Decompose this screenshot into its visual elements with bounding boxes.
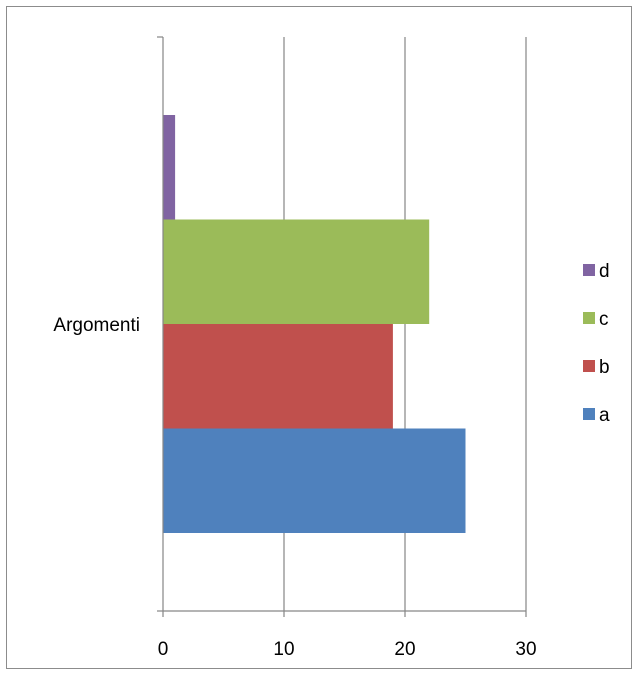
- bar-c: [163, 219, 430, 324]
- legend: d c b a: [583, 261, 610, 426]
- x-tick-label: 30: [515, 639, 536, 660]
- legend-swatch: [583, 408, 595, 420]
- legend-item-d: d: [583, 261, 610, 282]
- legend-label: b: [599, 357, 610, 378]
- legend-label: d: [599, 261, 610, 282]
- x-tick-label: 0: [158, 639, 169, 660]
- axes: 0 10 20 30 Argomenti: [53, 36, 537, 660]
- legend-label: c: [599, 309, 609, 330]
- x-tick-label: 10: [273, 639, 294, 660]
- bars: [163, 115, 466, 533]
- bar-d: [163, 115, 176, 220]
- legend-item-b: b: [583, 357, 610, 378]
- legend-item-c: c: [583, 309, 609, 330]
- legend-swatch: [583, 312, 595, 324]
- legend-swatch: [583, 360, 595, 372]
- x-tick-label: 20: [394, 639, 415, 660]
- legend-label: a: [599, 405, 610, 426]
- y-category-label: Argomenti: [53, 315, 140, 336]
- bar-b: [163, 324, 393, 429]
- bar-a: [163, 428, 466, 533]
- chart-border: [6, 6, 632, 669]
- legend-swatch: [583, 264, 595, 276]
- legend-item-a: a: [583, 405, 610, 426]
